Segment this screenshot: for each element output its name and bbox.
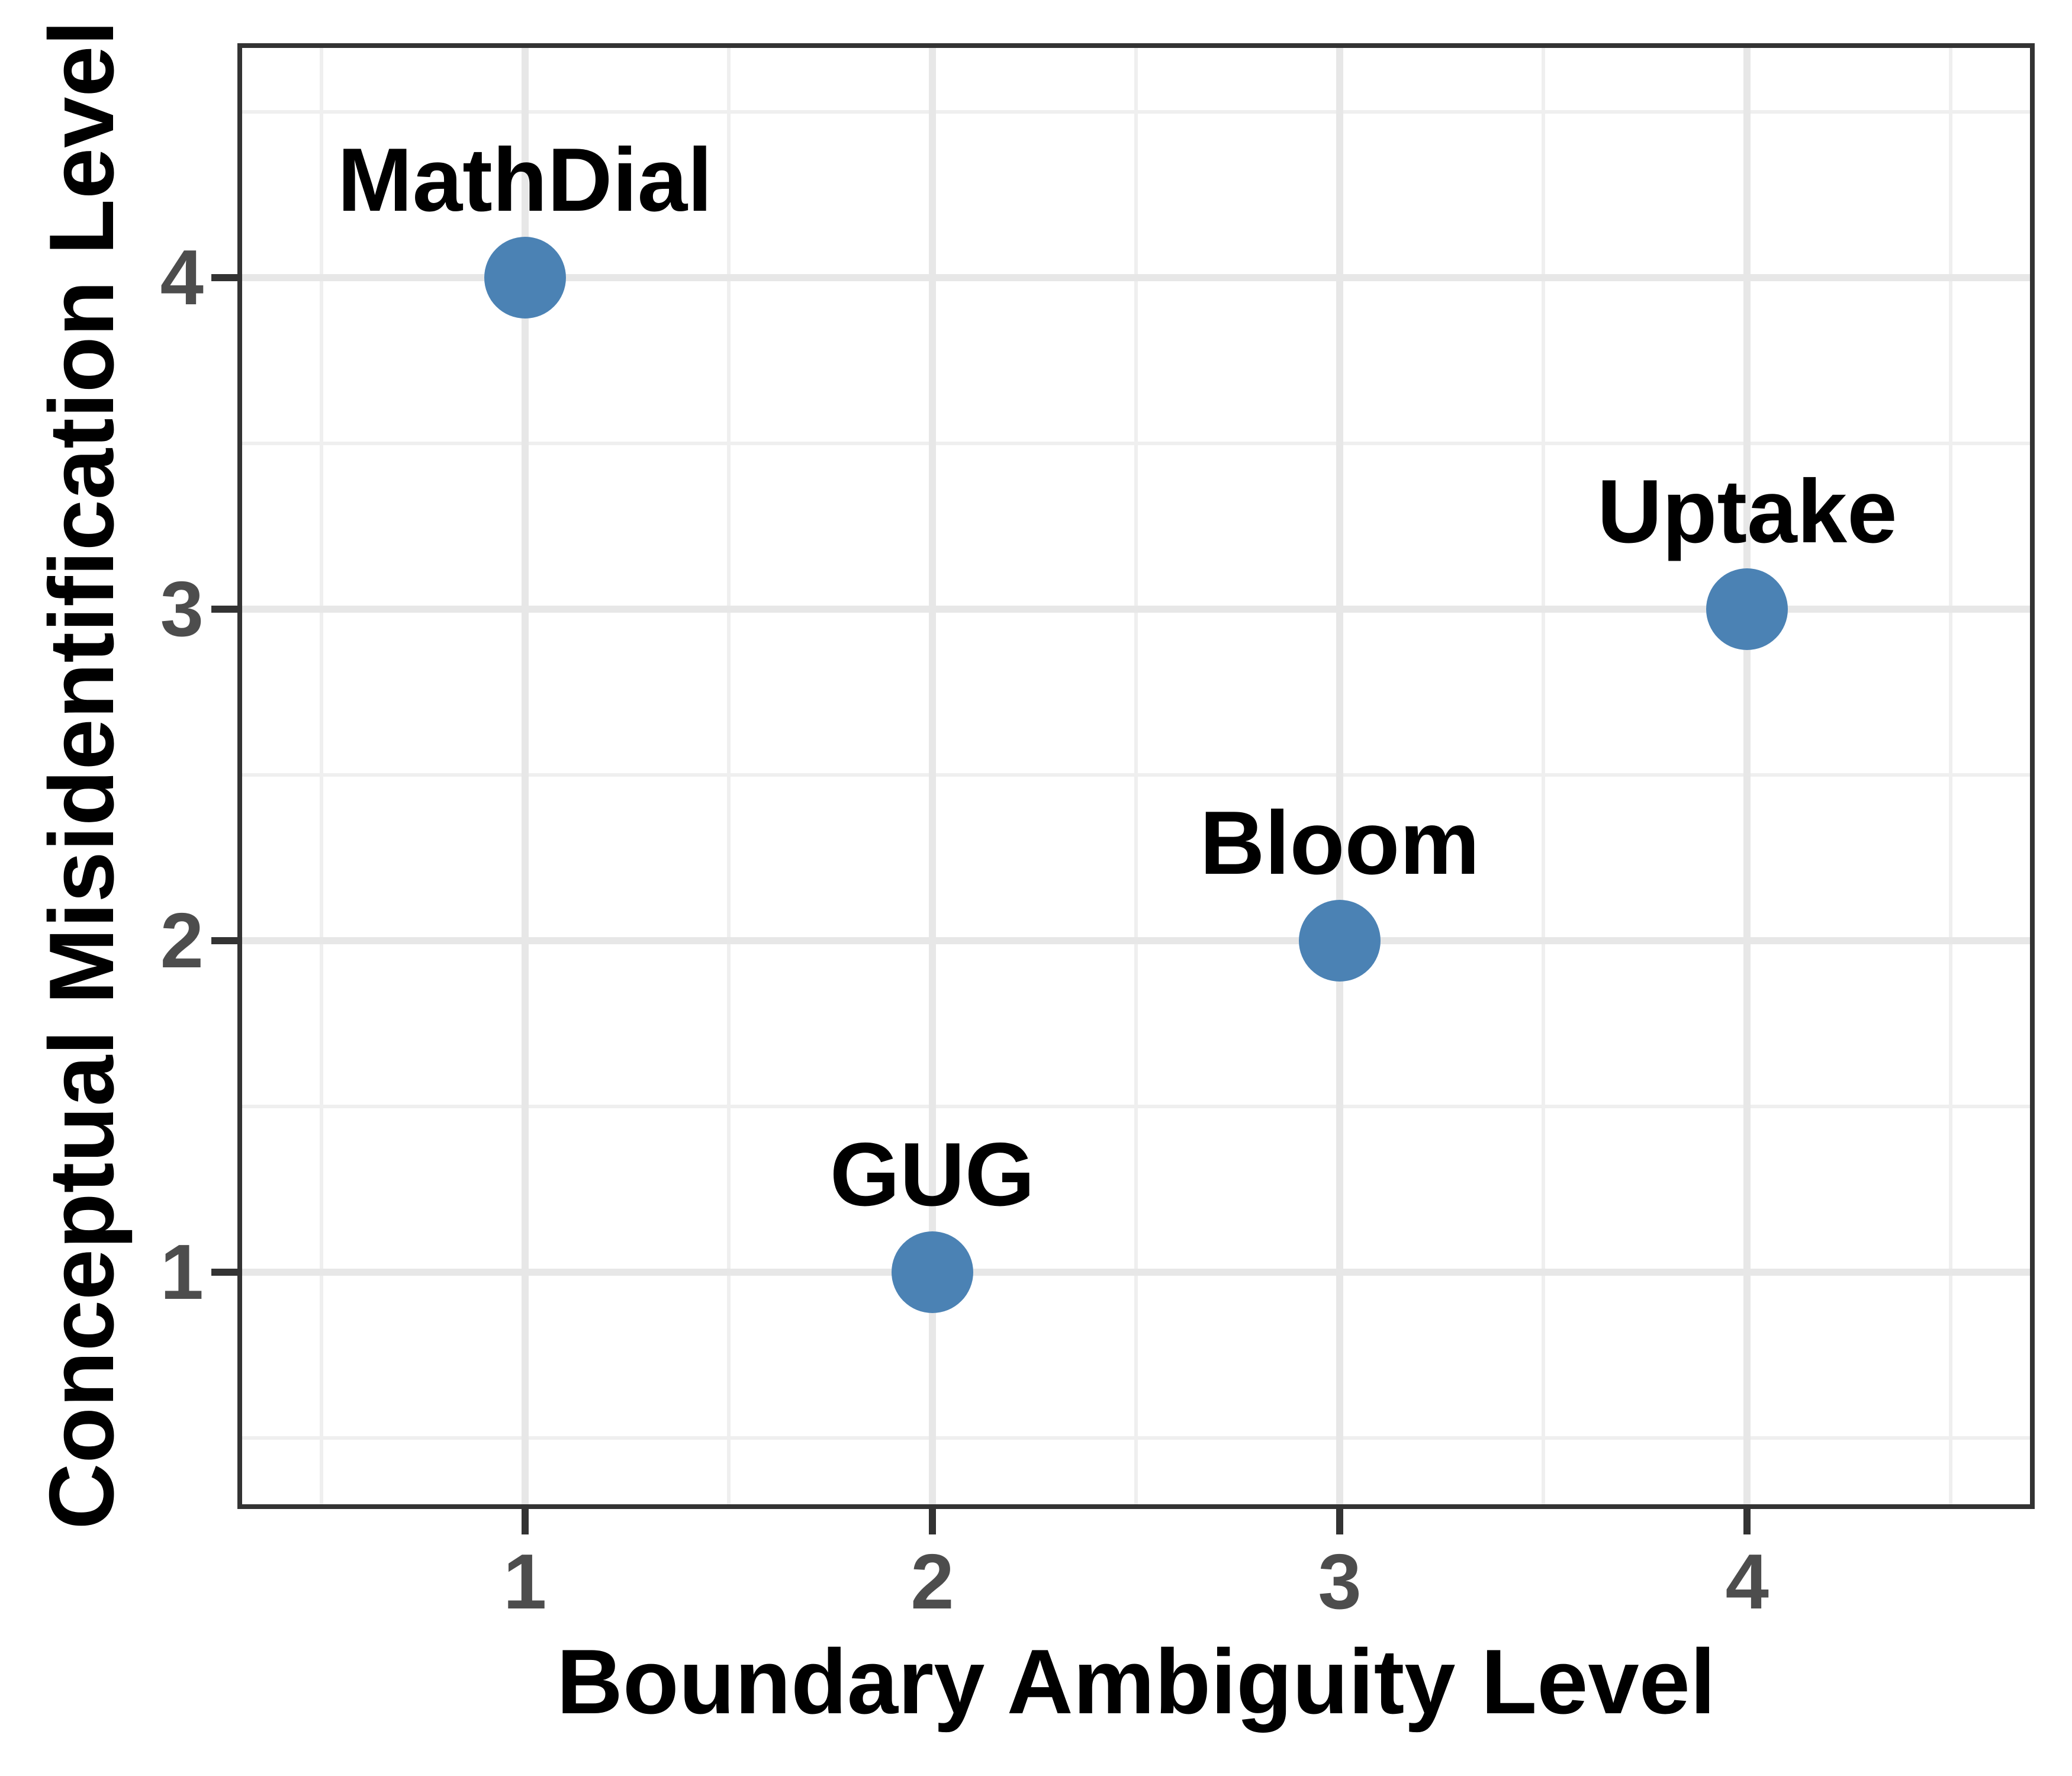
x-tick-mark [928, 1509, 936, 1534]
point-label: Uptake [1597, 461, 1897, 562]
data-point [1706, 568, 1788, 650]
y-minor-gridline [242, 1105, 2030, 1108]
y-tick-mark [211, 1269, 237, 1276]
y-minor-gridline [242, 442, 2030, 445]
point-label: GUG [829, 1124, 1035, 1225]
y-major-gridline [242, 606, 2030, 613]
x-major-gridline [1336, 48, 1344, 1504]
y-minor-gridline [242, 773, 2030, 777]
x-major-gridline [1743, 48, 1751, 1504]
x-tick-label: 2 [910, 1538, 954, 1625]
x-tick-label: 3 [1318, 1538, 1362, 1625]
y-axis-title: Conceptual Misidentification Level [30, 20, 133, 1530]
y-major-gridline [242, 1269, 2030, 1276]
y-tick-mark [211, 606, 237, 613]
y-tick-mark [211, 274, 237, 281]
x-tick-label: 4 [1725, 1538, 1769, 1625]
y-tick-label: 3 [160, 565, 204, 652]
y-minor-gridline [242, 1436, 2030, 1440]
y-tick-label: 2 [160, 897, 204, 984]
x-tick-mark [1743, 1509, 1751, 1534]
data-point [1299, 900, 1381, 982]
x-axis-title: Boundary Ambiguity Level [556, 1630, 1716, 1733]
y-minor-gridline [242, 110, 2030, 114]
point-label: MathDial [337, 130, 713, 230]
x-major-gridline [521, 48, 529, 1504]
y-tick-mark [211, 937, 237, 944]
y-tick-label: 4 [160, 234, 204, 321]
x-tick-label: 1 [503, 1538, 547, 1625]
x-tick-mark [1336, 1509, 1344, 1534]
x-major-gridline [928, 48, 936, 1504]
data-point [891, 1231, 973, 1313]
x-tick-mark [521, 1509, 529, 1534]
data-point [484, 237, 566, 318]
point-label: Bloom [1199, 793, 1480, 893]
y-tick-label: 1 [160, 1228, 204, 1315]
y-major-gridline [242, 937, 2030, 944]
y-major-gridline [242, 274, 2030, 281]
